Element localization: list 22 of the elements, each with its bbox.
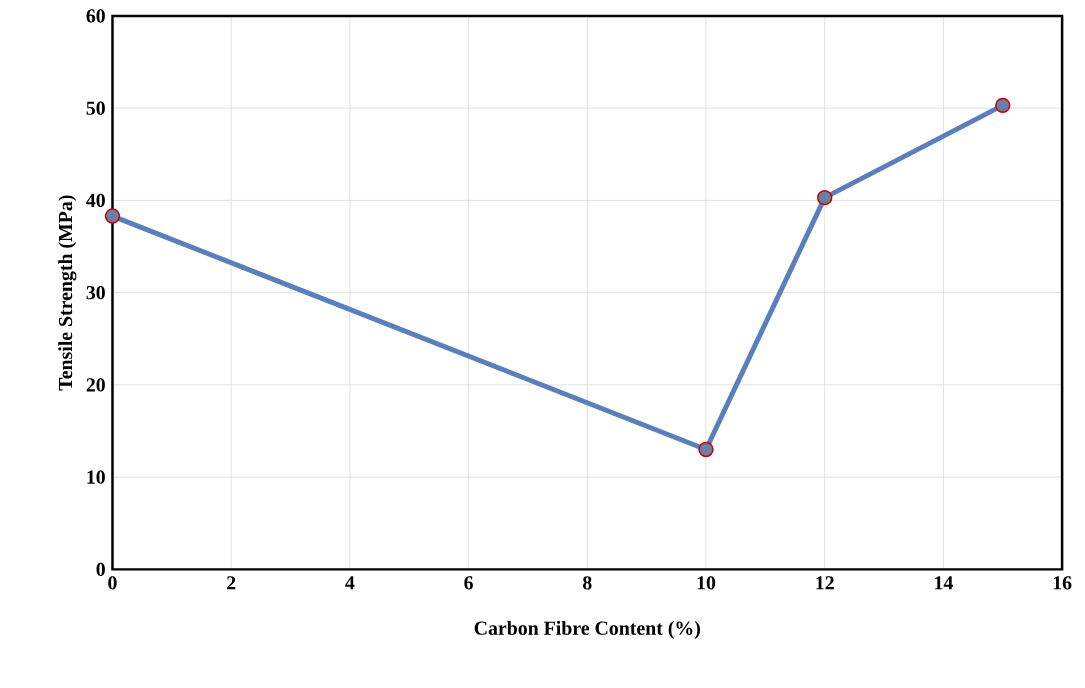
y-axis-title: Tensile Strength (MPa) — [58, 195, 77, 391]
y-tick-label: 30 — [86, 286, 105, 300]
x-tick-label: 12 — [816, 576, 834, 590]
point — [995, 97, 1011, 114]
x-tick-label: 8 — [582, 576, 592, 590]
point — [104, 208, 121, 224]
y-tick-label: 60 — [86, 9, 105, 23]
x-tick-label: 2 — [227, 576, 236, 590]
x-tick-label: 0 — [108, 576, 117, 590]
y-tick-label: 50 — [86, 101, 105, 115]
y-tick-label: 40 — [86, 193, 105, 208]
x-tick-label: 10 — [697, 576, 716, 590]
x-tick-label: 14 — [935, 576, 953, 590]
x-tick-label: 4 — [345, 576, 355, 590]
y-tick-label: 10 — [87, 470, 105, 484]
y-tick-label: 0 — [96, 562, 105, 577]
point — [698, 441, 714, 458]
point — [816, 189, 833, 206]
y-tick-label: 20 — [86, 378, 105, 392]
x-axis-title: Carbon Fibre Content (%) — [474, 620, 700, 639]
x-tick-label: 6 — [464, 576, 473, 590]
x-tick-label: 16 — [1053, 576, 1072, 590]
